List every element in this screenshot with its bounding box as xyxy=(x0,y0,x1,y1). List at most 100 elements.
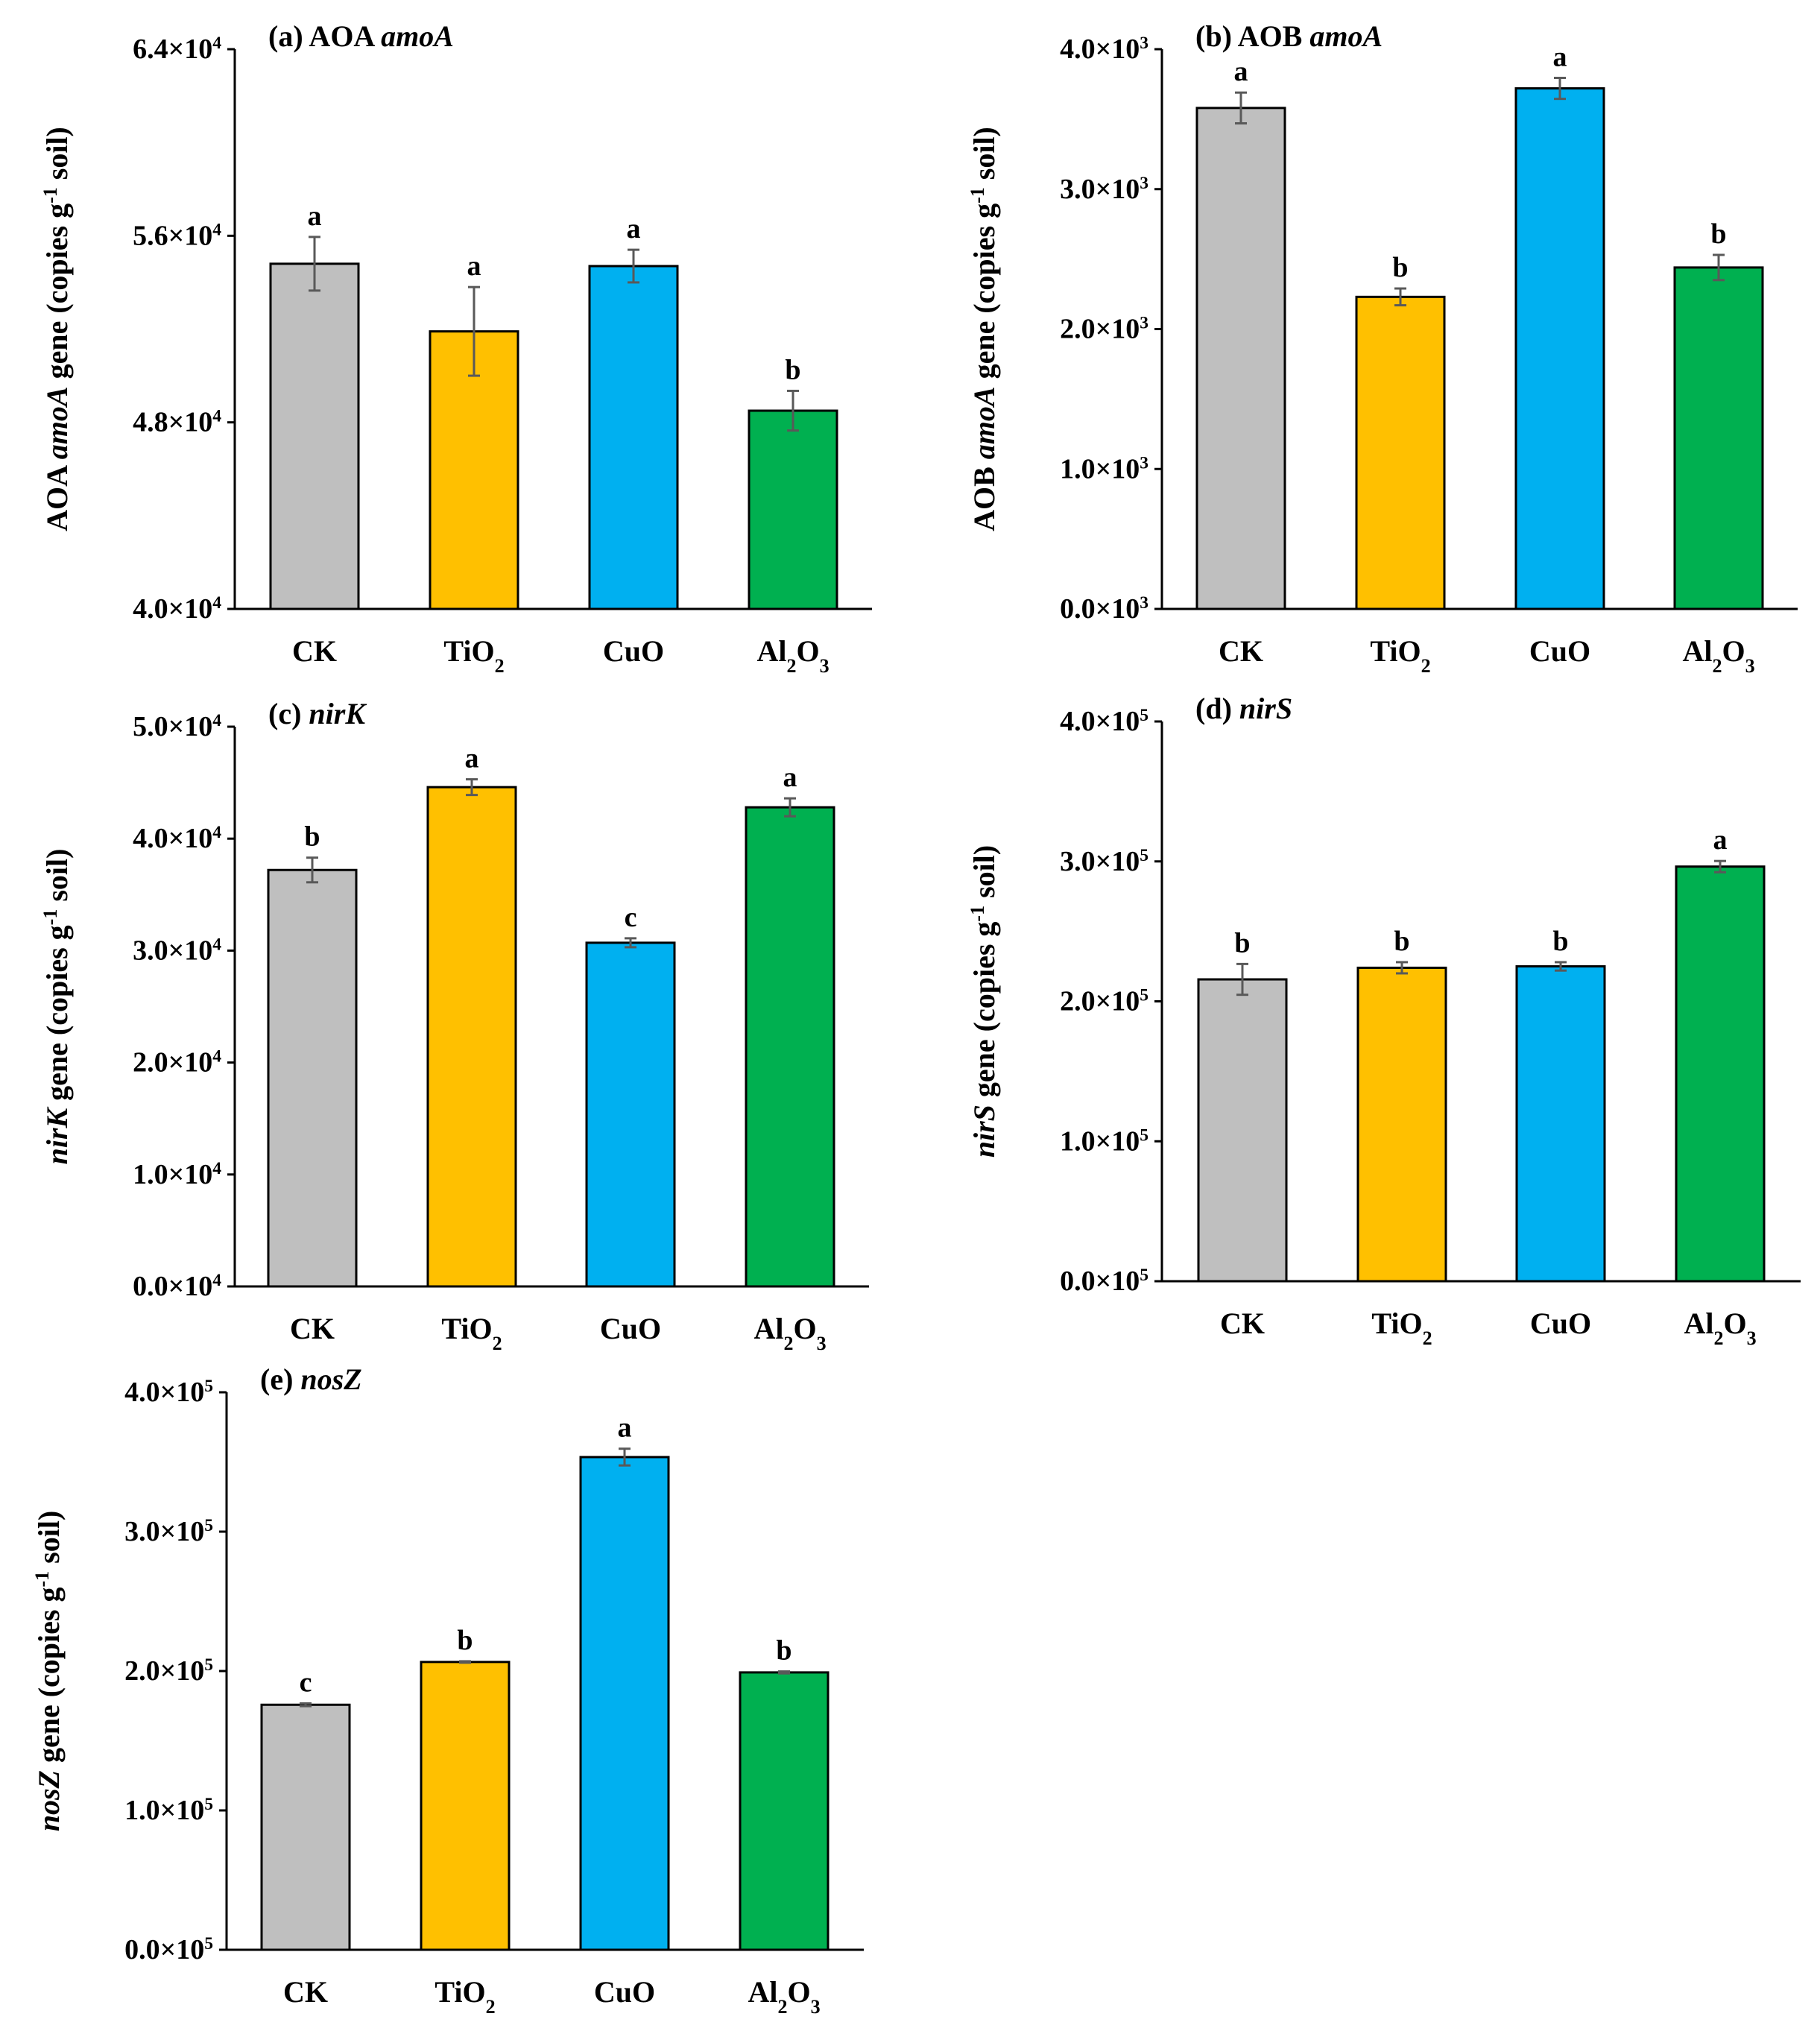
category-label: Al2O3 xyxy=(748,1975,820,2018)
label-segment: Al xyxy=(756,634,786,668)
y-tick-label: 1.0×104 xyxy=(133,1159,221,1190)
category-label: CuO xyxy=(594,1975,655,2009)
tick-exponent: 3 xyxy=(1140,593,1148,613)
y-tick-label: 5.6×104 xyxy=(133,220,221,251)
tick-mantissa: 1.0×10 xyxy=(133,1159,212,1190)
bar-cuo xyxy=(579,1456,670,1951)
y-axis-label: AOA amoA gene (copies g-1 soil) xyxy=(40,127,75,531)
category-label: TiO2 xyxy=(435,1975,495,2018)
tick-exponent: 5 xyxy=(1140,986,1148,1005)
significance-letter: a xyxy=(467,250,481,282)
significance-letter: a xyxy=(1234,56,1248,87)
label-segment: Al xyxy=(1684,1307,1713,1340)
category-label: CuO xyxy=(603,634,664,668)
y-tick-label: 3.0×105 xyxy=(124,1516,213,1547)
y-tick-label: 3.0×104 xyxy=(133,935,221,966)
significance-letter: b xyxy=(1710,218,1726,250)
category-label: Al2O3 xyxy=(756,634,829,677)
text-segment: soil) xyxy=(40,849,74,909)
category-label: CK xyxy=(292,634,337,668)
category-label: CK xyxy=(1219,634,1263,668)
category-label: CK xyxy=(290,1312,335,1345)
tick-mantissa: 2.0×10 xyxy=(1060,314,1140,345)
tick-mantissa: 0.0×10 xyxy=(1060,1266,1140,1297)
label-segment: 2 xyxy=(1421,655,1431,677)
significance-letter: a xyxy=(308,200,322,232)
y-tick-label: 0.0×104 xyxy=(133,1271,221,1302)
text-segment: (c) xyxy=(268,697,309,730)
tick-exponent: 4 xyxy=(212,407,221,426)
tick-exponent: 4 xyxy=(212,34,221,53)
text-segment: nirS xyxy=(967,1105,1001,1157)
tick-exponent: 3 xyxy=(1140,453,1148,473)
y-tick-label: 6.4×104 xyxy=(133,34,221,65)
label-segment: 2 xyxy=(486,1996,496,2018)
tick-mantissa: 1.0×10 xyxy=(1060,1125,1140,1157)
y-tick-label: 0.0×105 xyxy=(124,1934,213,1965)
bar-tio2 xyxy=(1356,966,1447,1283)
panel-c: bCKaTiO2cCuOaAl2O30.0×1041.0×1042.0×1043… xyxy=(40,697,869,1354)
text-segment: soil) xyxy=(40,127,74,187)
label-segment: CK xyxy=(1220,1307,1265,1340)
y-tick-label: 4.0×104 xyxy=(133,823,221,854)
significance-letter: a xyxy=(1553,41,1567,72)
significance-letter: a xyxy=(1713,824,1728,856)
tick-exponent: 4 xyxy=(212,1159,221,1178)
text-segment: gene (copies g xyxy=(967,922,1001,1105)
label-segment: 2 xyxy=(1423,1327,1432,1349)
panel-title: (d) nirS xyxy=(1195,692,1292,725)
text-segment: -1 xyxy=(967,906,988,922)
label-segment: CK xyxy=(1219,634,1263,668)
tick-mantissa: 1.0×10 xyxy=(124,1795,204,1826)
bar-cuo xyxy=(588,265,679,610)
significance-letter: b xyxy=(776,1635,791,1667)
tick-exponent: 5 xyxy=(204,1516,213,1535)
tick-mantissa: 0.0×10 xyxy=(124,1934,204,1965)
text-segment: -1 xyxy=(967,187,988,203)
tick-exponent: 5 xyxy=(1140,706,1148,725)
tick-mantissa: 3.0×10 xyxy=(1060,174,1140,205)
panel-title: (e) nosZ xyxy=(260,1362,362,1396)
label-segment: TiO xyxy=(1371,1307,1422,1340)
label-segment: O xyxy=(793,1312,816,1345)
label-segment: 2 xyxy=(786,655,796,677)
label-segment: 2 xyxy=(493,1333,502,1354)
bar-cuo xyxy=(1515,965,1606,1283)
tick-exponent: 5 xyxy=(1140,846,1148,865)
text-segment: nirK xyxy=(309,697,367,730)
y-tick-label: 1.0×103 xyxy=(1060,453,1148,484)
tick-exponent: 4 xyxy=(212,935,221,954)
y-tick-label: 2.0×105 xyxy=(124,1655,213,1687)
label-segment: CuO xyxy=(594,1975,655,2009)
tick-exponent: 4 xyxy=(212,220,221,239)
significance-letter: b xyxy=(1234,927,1250,958)
label-segment: 3 xyxy=(817,1333,827,1354)
significance-letter: a xyxy=(783,762,797,793)
label-segment: O xyxy=(1723,1307,1746,1340)
category-label: TiO2 xyxy=(443,634,504,677)
tick-mantissa: 4.8×10 xyxy=(133,407,212,438)
tick-exponent: 4 xyxy=(212,711,221,730)
significance-letter: b xyxy=(304,821,320,853)
bar-al2o3 xyxy=(1675,865,1766,1283)
y-tick-label: 2.0×104 xyxy=(133,1047,221,1078)
y-axis-label: AOB amoA gene (copies g-1 soil) xyxy=(967,127,1002,531)
tick-mantissa: 4.0×10 xyxy=(133,593,212,625)
text-segment: nirK xyxy=(40,1107,74,1165)
tick-mantissa: 6.4×10 xyxy=(133,34,212,65)
significance-letter: b xyxy=(785,354,800,385)
bar-tio2 xyxy=(1355,295,1446,610)
bar-cuo xyxy=(1514,87,1605,610)
text-segment: gene (copies g xyxy=(967,203,1001,387)
text-segment: soil) xyxy=(32,1511,66,1571)
tick-mantissa: 1.0×10 xyxy=(1060,453,1140,484)
tick-exponent: 5 xyxy=(204,1795,213,1814)
significance-letter: b xyxy=(1552,926,1568,957)
category-label: Al2O3 xyxy=(1684,1307,1756,1349)
text-segment: amoA xyxy=(40,386,74,459)
tick-mantissa: 5.0×10 xyxy=(133,711,212,742)
significance-letter: a xyxy=(465,743,479,774)
category-label: CK xyxy=(1220,1307,1265,1340)
label-segment: 2 xyxy=(495,655,505,677)
tick-mantissa: 3.0×10 xyxy=(133,935,212,966)
